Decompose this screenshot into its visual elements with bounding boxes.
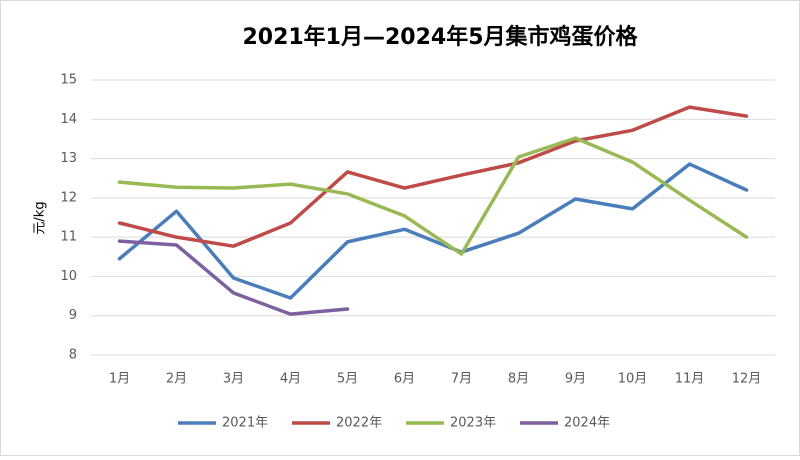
x-tick-label: 2月	[166, 372, 187, 387]
x-tick-label: 1月	[109, 372, 130, 387]
legend-label: 2021年	[222, 416, 268, 431]
x-tick-label: 3月	[223, 372, 244, 387]
series-line	[117, 239, 350, 316]
y-tick-label: 13	[60, 151, 77, 166]
y-tick-label: 11	[60, 230, 77, 245]
series-line	[117, 105, 749, 248]
y-tick-label: 9	[69, 308, 77, 323]
x-tick-label: 7月	[451, 372, 472, 387]
chart-title: 2021年1月—2024年5月集市鸡蛋价格	[242, 24, 638, 50]
x-tick-label: 11月	[675, 372, 705, 387]
x-tick-label: 12月	[732, 372, 762, 387]
x-tick-label: 10月	[618, 372, 648, 387]
y-tick-label: 10	[60, 269, 77, 284]
x-tick-label: 8月	[508, 372, 529, 387]
y-tick-label: 8	[69, 348, 77, 363]
x-tick-label: 4月	[280, 372, 301, 387]
y-axis-label: 元/kg	[33, 201, 48, 234]
legend-label: 2023年	[450, 416, 496, 431]
y-tick-label: 15	[60, 73, 77, 88]
y-tick-label: 12	[60, 190, 77, 205]
x-tick-label: 9月	[565, 372, 586, 387]
x-tick-label: 5月	[337, 372, 358, 387]
y-tick-label: 14	[60, 112, 77, 127]
legend-label: 2024年	[564, 416, 610, 431]
legend-label: 2022年	[336, 416, 382, 431]
x-tick-label: 6月	[394, 372, 415, 387]
series-line	[117, 136, 749, 256]
series-line	[117, 162, 749, 300]
